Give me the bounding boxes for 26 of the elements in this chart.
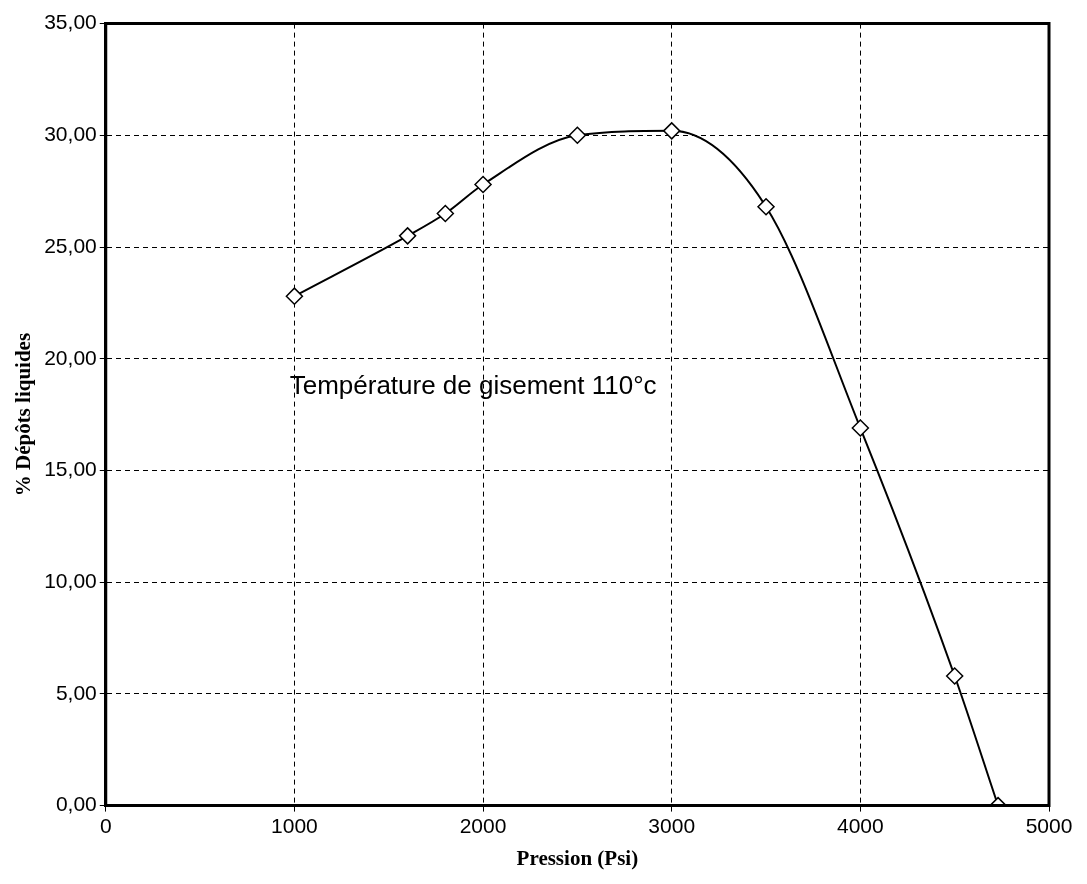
point bbox=[851, 419, 870, 437]
y-axis-title: % Dépôts liquides bbox=[11, 332, 36, 497]
x-tick-label: 5000 bbox=[1025, 814, 1073, 837]
point bbox=[436, 204, 455, 223]
y-tick-label: 10,00 bbox=[44, 568, 97, 592]
point bbox=[285, 287, 304, 305]
x-tick-label: 1000 bbox=[271, 814, 318, 837]
y-tick-label: 15,00 bbox=[44, 457, 97, 481]
point bbox=[662, 122, 681, 140]
annotation: Température de gisement 110°c bbox=[289, 370, 657, 401]
x-tick-label: 2000 bbox=[459, 814, 507, 837]
y-tick-label: 5,00 bbox=[55, 680, 97, 704]
x-tick-label: 4000 bbox=[836, 814, 884, 837]
point bbox=[568, 126, 587, 145]
point bbox=[474, 175, 492, 194]
point bbox=[398, 227, 417, 245]
y-tick-label: 35,00 bbox=[44, 10, 97, 34]
x-tick-label: 0 bbox=[99, 814, 112, 837]
y-tick-label: 25,00 bbox=[44, 233, 97, 257]
point bbox=[945, 667, 964, 685]
y-tick-label: 0,00 bbox=[55, 792, 97, 816]
x-tick-label: 3000 bbox=[648, 814, 696, 837]
y-tick-label: 30,00 bbox=[44, 122, 97, 146]
x-axis-title: Pression (Psi) bbox=[516, 845, 639, 870]
point bbox=[757, 198, 775, 216]
y-tick-label: 20,00 bbox=[44, 345, 97, 369]
